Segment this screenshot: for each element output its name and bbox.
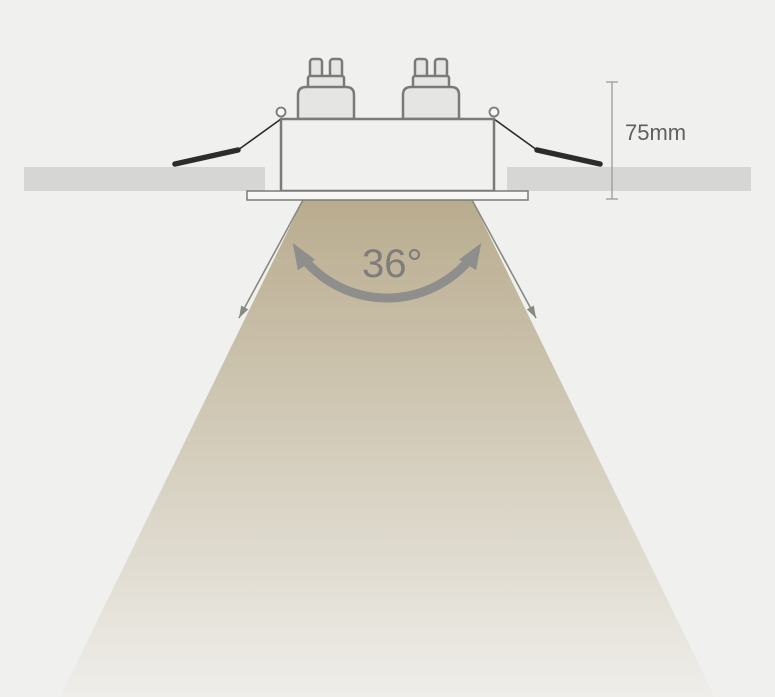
fixture-housing <box>281 119 494 191</box>
ceiling-slab <box>507 167 751 191</box>
clip-screw-icon <box>490 108 499 117</box>
ceiling-slab <box>24 167 265 191</box>
clip-screw-icon <box>277 108 286 117</box>
beam-angle-label: 36° <box>362 242 423 286</box>
fixture-trim <box>247 191 528 200</box>
dimension-label: 75mm <box>625 120 686 145</box>
